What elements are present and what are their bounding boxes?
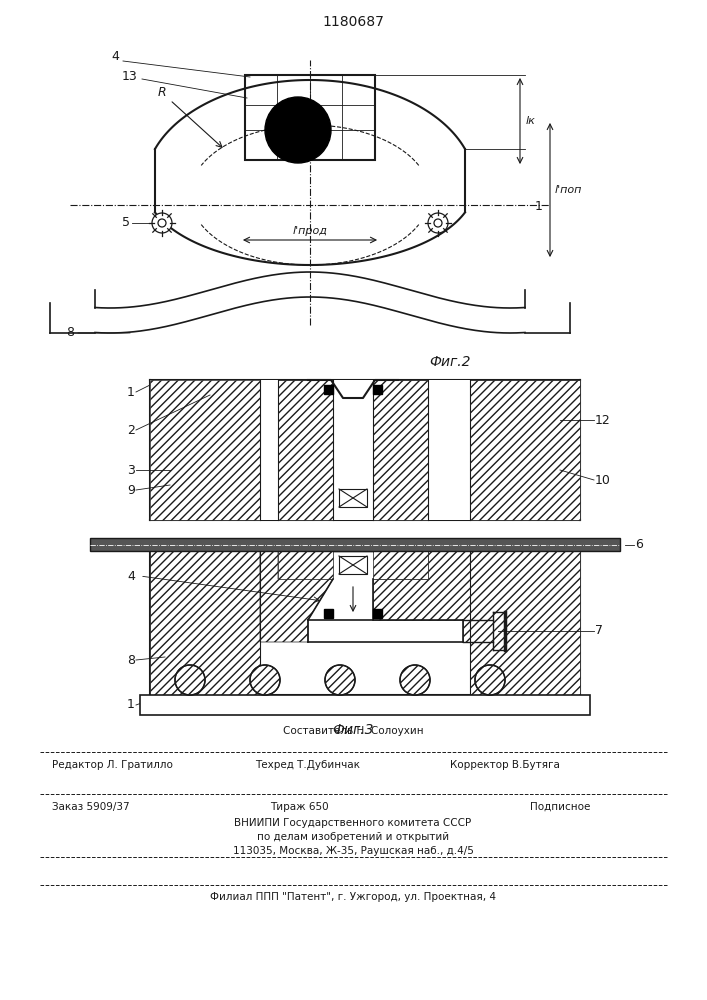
Polygon shape: [260, 551, 333, 642]
Bar: [428, 380, 470, 520]
Text: Фиг.2: Фиг.2: [429, 355, 471, 369]
Bar: [324, 609, 333, 618]
Polygon shape: [260, 551, 333, 642]
Circle shape: [400, 665, 430, 695]
Bar: [373, 551, 428, 579]
Text: 7: 7: [595, 624, 603, 638]
Text: 113035, Москва, Ж-35, Раушская наб., д.4/5: 113035, Москва, Ж-35, Раушская наб., д.4…: [233, 846, 474, 856]
Text: 1: 1: [127, 385, 135, 398]
Polygon shape: [373, 551, 470, 642]
Bar: [90, 538, 620, 551]
Bar: [245, 75, 375, 160]
Text: ВНИИПИ Государственного комитета СССР: ВНИИПИ Государственного комитета СССР: [235, 818, 472, 828]
Text: R: R: [158, 87, 166, 100]
Text: l'поп: l'поп: [555, 185, 583, 195]
Text: 10: 10: [595, 474, 611, 487]
Bar: [470, 380, 580, 520]
Circle shape: [325, 665, 355, 695]
Text: по делам изобретений и открытий: по делам изобретений и открытий: [257, 832, 449, 842]
Text: Филиал ППП "Патент", г. Ужгород, ул. Проектная, 4: Филиал ППП "Патент", г. Ужгород, ул. Про…: [210, 892, 496, 902]
Bar: [339, 489, 367, 507]
Text: Редактор Л. Гратилло: Редактор Л. Гратилло: [52, 760, 173, 770]
Bar: [278, 551, 333, 579]
Bar: [324, 385, 333, 394]
Bar: [150, 380, 260, 520]
Circle shape: [250, 665, 280, 695]
Text: Фиг.3: Фиг.3: [332, 723, 374, 737]
Text: l'прод: l'прод: [293, 226, 327, 236]
Text: Подписное: Подписное: [530, 802, 590, 812]
Circle shape: [152, 213, 172, 233]
Text: Составитель Н. Солоухин: Составитель Н. Солоухин: [283, 726, 423, 736]
Circle shape: [428, 213, 448, 233]
Text: Техред Т.Дубинчак: Техред Т.Дубинчак: [255, 760, 360, 770]
Text: 8: 8: [127, 654, 135, 666]
Bar: [373, 385, 382, 394]
Bar: [260, 380, 278, 520]
Text: 13: 13: [122, 70, 138, 84]
Text: 6: 6: [635, 538, 643, 551]
Text: Заказ 5909/37: Заказ 5909/37: [52, 802, 129, 812]
Circle shape: [265, 97, 331, 163]
Text: 9: 9: [127, 484, 135, 496]
Polygon shape: [309, 579, 372, 620]
Text: 1180687: 1180687: [322, 15, 384, 29]
Text: 12: 12: [595, 414, 611, 426]
Text: 5: 5: [122, 217, 130, 230]
Text: 4: 4: [127, 570, 135, 582]
Text: 2: 2: [127, 424, 135, 436]
Bar: [373, 609, 382, 618]
Circle shape: [175, 665, 205, 695]
Bar: [140, 695, 590, 715]
Text: Тираж 650: Тираж 650: [270, 802, 329, 812]
Text: 1: 1: [127, 698, 135, 712]
Text: lк: lк: [526, 116, 536, 126]
Text: 8: 8: [66, 326, 74, 340]
Bar: [339, 556, 367, 574]
Text: Корректор В.Бутяга: Корректор В.Бутяга: [450, 760, 560, 770]
Bar: [150, 551, 260, 695]
Bar: [333, 380, 373, 520]
Bar: [373, 380, 428, 520]
Circle shape: [475, 665, 505, 695]
Text: 4: 4: [111, 50, 119, 64]
Bar: [470, 551, 580, 695]
Bar: [150, 380, 260, 520]
Text: 1: 1: [535, 200, 543, 214]
Bar: [278, 380, 333, 520]
Text: 3: 3: [127, 464, 135, 477]
